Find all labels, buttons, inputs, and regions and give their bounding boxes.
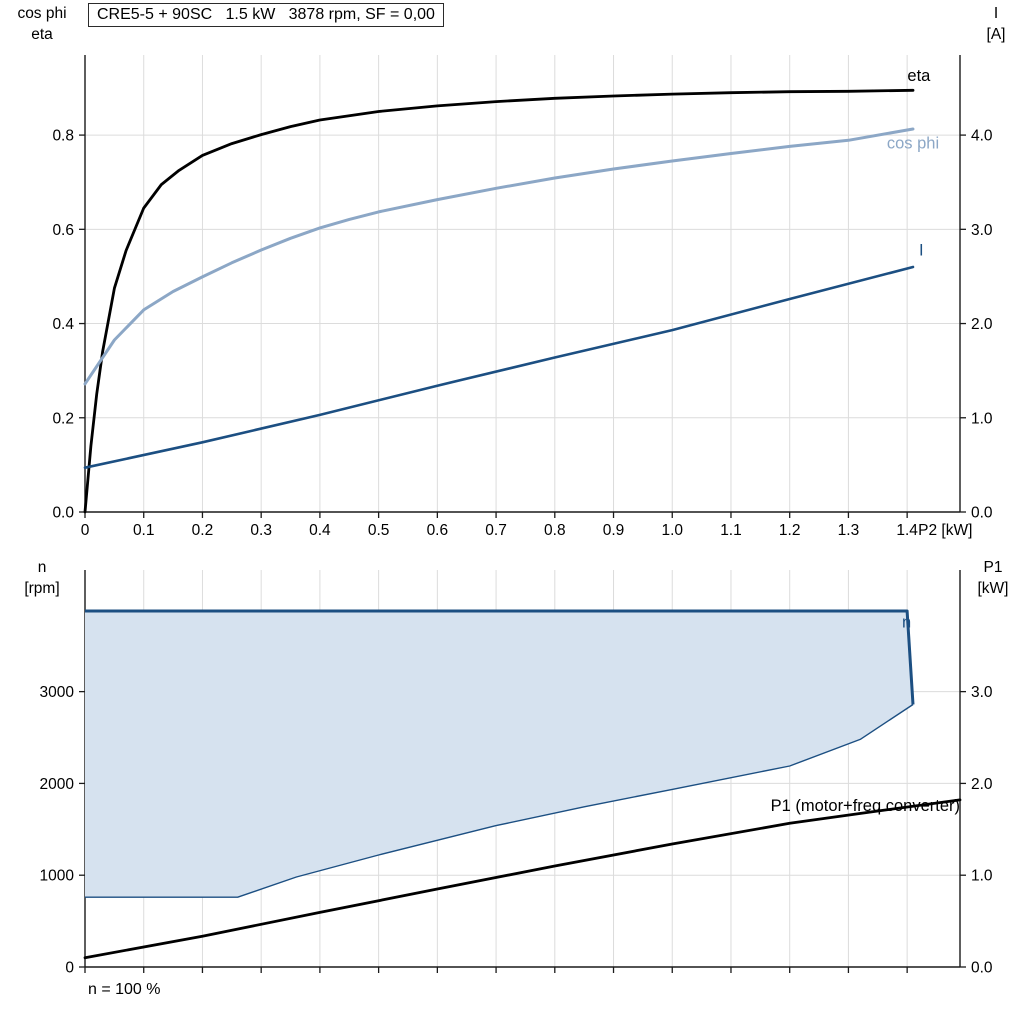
label-i: I (919, 242, 924, 260)
area-n (85, 611, 913, 898)
x-tick-label: 0.3 (250, 522, 272, 539)
right-axis-title-top: I [A] (972, 3, 1020, 45)
left-axis-title-top: cos phi eta (4, 3, 80, 45)
y-right-tick-label: 3.0 (971, 684, 993, 701)
y-right-tick-label: 0.0 (971, 505, 993, 522)
left-axis-title-line2: [rpm] (24, 580, 60, 597)
y-right-tick-label: 4.0 (971, 128, 993, 145)
left-axis-title-line1: n (37, 559, 47, 576)
x-tick-label: 1.4 (896, 522, 918, 539)
y-left-tick-label: 0.2 (52, 410, 74, 427)
x-tick-label: 0.5 (368, 522, 390, 539)
right-axis-title-line1: P1 (983, 559, 1003, 576)
x-tick-label: 0.1 (133, 522, 155, 539)
x-tick-label: 0.8 (544, 522, 566, 539)
y-left-tick-label: 0 (65, 960, 74, 977)
x-tick-label: 0.7 (485, 522, 507, 539)
top-chart-svg: 0 0.1 0.2 0.3 0.4 0.5 0.6 0.7 0.8 0.9 1.0 1.1 1.2 1.3… (52, 55, 993, 539)
y-right-tick-label: 2.0 (971, 316, 993, 333)
x-tick-label: 0.4 (309, 522, 331, 539)
y-right-tick-label: 2.0 (971, 776, 993, 793)
right-axis-title-line1: I (993, 5, 999, 22)
curve-I (83, 265, 915, 470)
series (83, 88, 915, 514)
label-eta: eta (907, 67, 931, 85)
y-left-tick-label: 0.8 (52, 128, 74, 145)
curve-cos phi (83, 127, 915, 386)
curve-labels: eta cos phi I (887, 67, 939, 260)
x-tick-label: 0 (81, 522, 90, 539)
x-tick-label: 0.9 (603, 522, 625, 539)
y-left-tick-label: 3000 (40, 684, 75, 701)
y-left-tick-label: 0.0 (52, 505, 74, 522)
y-left-tick-label: 1000 (40, 868, 75, 885)
label-cos-phi: cos phi (887, 134, 939, 152)
label-p1-motor-freq-converter-: P1 (motor+freq converter) (771, 797, 960, 815)
x-tick-label: 1.1 (720, 522, 742, 539)
x-tick-label: 0.2 (192, 522, 214, 539)
y-right-tick-label: 1.0 (971, 410, 993, 427)
bottom-chart-svg: 0 1000 2000 3000 0.0 1.0 2.0 3.0 n P1 (motor+freq… (40, 570, 993, 977)
right-axis-title-line2: [A] (986, 26, 1006, 43)
top-chart: 0 0.1 0.2 0.3 0.4 0.5 0.6 0.7 0.8 0.9 1.0 1.1 1.2 1.3… (4, 3, 1020, 539)
y-left-tick-label: 2000 (40, 776, 75, 793)
x-tick-label: 0.6 (427, 522, 449, 539)
chart-title-box: CRE5-5 + 90SC 1.5 kW 3878 rpm, SF = 0,00 (88, 3, 444, 27)
x-axis-label: P2 [kW] (918, 522, 972, 539)
x-tick-label: 1.0 (661, 522, 683, 539)
label-n: n (902, 613, 911, 631)
curve-eta (83, 88, 915, 514)
x-tick-label: 1.2 (779, 522, 801, 539)
curve-labels: n P1 (motor+freq converter) (771, 613, 960, 815)
y-left-tick-label: 0.6 (52, 222, 74, 239)
y-right-tick-label: 3.0 (971, 222, 993, 239)
curve-n-lower (85, 703, 914, 898)
y-right-tick-label: 1.0 (971, 868, 993, 885)
axes: 0 0.1 0.2 0.3 0.4 0.5 0.6 0.7 0.8 0.9 1.0 1.1 1.2 1.3… (52, 55, 993, 539)
x-tick-label: 1.3 (838, 522, 860, 539)
y-right-tick-label: 0.0 (971, 960, 993, 977)
right-axis-title-line2: [kW] (977, 580, 1009, 597)
gridlines (85, 55, 960, 512)
bottom-chart: 0 1000 2000 3000 0.0 1.0 2.0 3.0 n P1 (motor+freq… (0, 545, 1024, 1024)
left-axis-title-bottom: n [rpm] (4, 557, 80, 599)
speed-note: n = 100 % (88, 981, 161, 998)
right-axis-title-bottom: P1 [kW] (966, 557, 1020, 599)
left-axis-title-line1: cos phi (17, 5, 67, 22)
axes: 0 1000 2000 3000 0.0 1.0 2.0 3.0 (40, 570, 993, 977)
series (83, 609, 962, 960)
curve-P1 (motor+freq converter) (83, 798, 962, 960)
curve-n (85, 609, 915, 705)
left-axis-title-line2: eta (31, 26, 53, 43)
y-left-tick-label: 0.4 (52, 316, 74, 333)
